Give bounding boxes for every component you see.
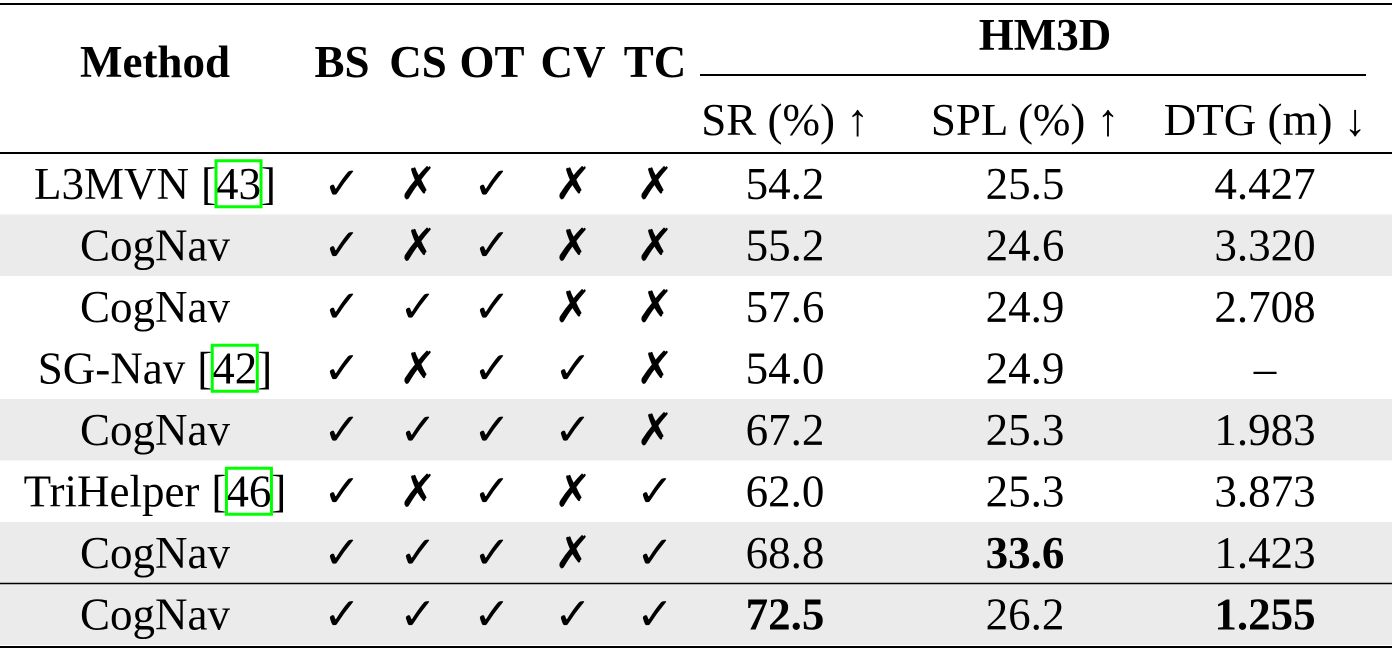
flag-mark: ✓ xyxy=(323,589,361,639)
metric-value: 54.0 xyxy=(746,343,825,393)
method-name: SG-Nav xyxy=(38,343,186,393)
flag-mark: ✓ xyxy=(323,282,361,332)
flag-mark: ✗ xyxy=(554,466,592,516)
metric-value: 1.423 xyxy=(1214,528,1315,578)
row-shade xyxy=(0,522,1392,584)
flag-mark: ✗ xyxy=(399,159,437,209)
flag-mark: ✓ xyxy=(473,405,511,455)
flag-mark: ✗ xyxy=(636,220,674,270)
flag-mark: ✓ xyxy=(323,159,361,209)
metric-value: 25.5 xyxy=(986,159,1065,209)
flag-mark: ✓ xyxy=(473,528,511,578)
metric-value: – xyxy=(1253,343,1277,393)
flag-header: BS xyxy=(314,37,369,87)
flag-mark: ✗ xyxy=(399,220,437,270)
metric-value: 72.5 xyxy=(746,589,825,639)
flag-mark: ✓ xyxy=(554,589,592,639)
metric-value: 3.873 xyxy=(1214,466,1315,516)
metric-value: 55.2 xyxy=(746,220,825,270)
flag-mark: ✗ xyxy=(636,159,674,209)
flag-mark: ✓ xyxy=(473,343,511,393)
metric-value: 25.3 xyxy=(986,466,1065,516)
metric-value: 2.708 xyxy=(1214,282,1315,332)
metric-header: SR (%) ↑ xyxy=(701,95,869,145)
flag-mark: ✓ xyxy=(473,589,511,639)
metric-value: 24.9 xyxy=(986,282,1065,332)
metric-value: 54.2 xyxy=(746,159,825,209)
flag-mark: ✗ xyxy=(554,282,592,332)
row-shade xyxy=(0,214,1392,276)
flag-mark: ✗ xyxy=(636,405,674,455)
method-name: CogNav xyxy=(80,220,230,270)
citation: [42] xyxy=(197,343,272,393)
citation-box xyxy=(224,466,273,516)
metric-value: 62.0 xyxy=(746,466,825,516)
flag-mark: ✓ xyxy=(399,589,437,639)
metric-value: 26.2 xyxy=(986,589,1065,639)
metric-value: 3.320 xyxy=(1214,220,1315,270)
flag-mark: ✗ xyxy=(554,159,592,209)
metric-value: 57.6 xyxy=(746,282,825,332)
flag-header: CS xyxy=(389,37,447,87)
flag-mark: ✗ xyxy=(554,220,592,270)
flag-mark: ✓ xyxy=(554,343,592,393)
method-name: L3MVN xyxy=(34,159,189,209)
group-header: HM3D xyxy=(979,10,1111,60)
metric-header: DTG (m) ↓ xyxy=(1164,95,1366,145)
metric-value: 67.2 xyxy=(746,405,825,455)
metric-value: 24.9 xyxy=(986,343,1065,393)
flag-mark: ✓ xyxy=(473,159,511,209)
flag-mark: ✗ xyxy=(636,343,674,393)
citation-box xyxy=(214,159,263,209)
flag-mark: ✓ xyxy=(473,282,511,332)
flag-mark: ✗ xyxy=(636,282,674,332)
metric-value: 24.6 xyxy=(986,220,1065,270)
flag-mark: ✗ xyxy=(399,466,437,516)
row-shade xyxy=(0,583,1392,645)
method-name: CogNav xyxy=(80,282,230,332)
flag-mark: ✓ xyxy=(554,405,592,455)
flag-header: OT xyxy=(459,37,524,87)
flag-mark: ✓ xyxy=(323,466,361,516)
method-name: CogNav xyxy=(80,405,230,455)
metric-value: 1.983 xyxy=(1214,405,1315,455)
citation: [43] xyxy=(201,159,276,209)
method-name: CogNav xyxy=(80,589,230,639)
flag-mark: ✓ xyxy=(636,466,674,516)
flag-mark: ✓ xyxy=(473,466,511,516)
flag-mark: ✓ xyxy=(323,528,361,578)
flag-mark: ✓ xyxy=(399,282,437,332)
metric-header: SPL (%) ↑ xyxy=(931,95,1119,145)
row-shade xyxy=(0,399,1392,461)
citation: [46] xyxy=(211,466,286,516)
flag-header: TC xyxy=(624,37,687,87)
flag-mark: ✓ xyxy=(399,528,437,578)
metric-value: 1.255 xyxy=(1214,589,1315,639)
metric-value: 33.6 xyxy=(986,528,1065,578)
flag-mark: ✗ xyxy=(554,528,592,578)
method-name: CogNav xyxy=(80,528,230,578)
metric-value: 25.3 xyxy=(986,405,1065,455)
method-header: Method xyxy=(80,37,230,87)
flag-mark: ✓ xyxy=(323,405,361,455)
flag-header: CV xyxy=(541,37,606,87)
citation-box xyxy=(210,343,259,393)
flag-mark: ✓ xyxy=(399,405,437,455)
flag-mark: ✗ xyxy=(399,343,437,393)
metric-value: 68.8 xyxy=(746,528,825,578)
metric-value: 4.427 xyxy=(1214,159,1315,209)
method-name: TriHelper xyxy=(24,466,200,516)
flag-mark: ✓ xyxy=(473,220,511,270)
flag-mark: ✓ xyxy=(636,589,674,639)
flag-mark: ✓ xyxy=(323,220,361,270)
flag-mark: ✓ xyxy=(323,343,361,393)
flag-mark: ✓ xyxy=(636,528,674,578)
